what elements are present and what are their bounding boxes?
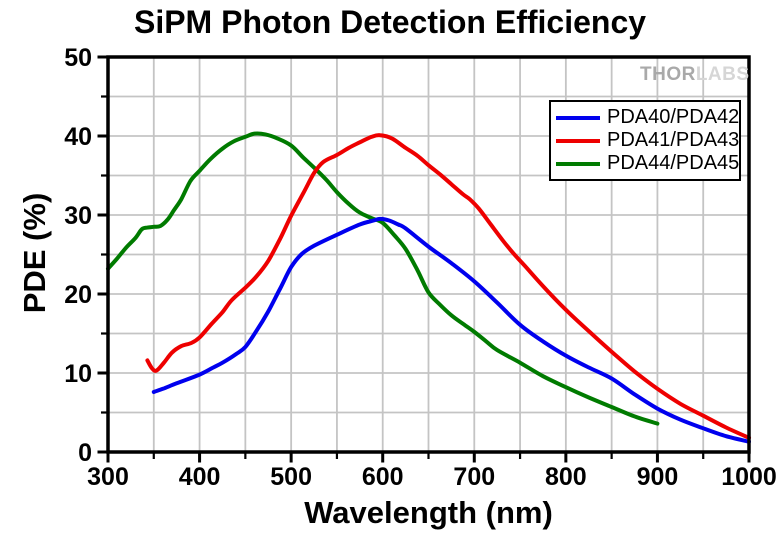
legend-item-pda40-pda42: PDA40/PDA42 [556, 106, 739, 129]
legend-label: PDA41/PDA43 [607, 129, 740, 151]
legend-line-swatch-green [556, 161, 600, 166]
x-tick-label: 1000 [721, 463, 777, 491]
thorlabs-watermark: THORLABS [640, 64, 749, 86]
y-tick-label: 10 [64, 360, 92, 388]
x-tick-label: 700 [453, 463, 495, 491]
plot-frame [106, 55, 751, 454]
chart-title: SiPM Photon Detection Efficiency [133, 4, 647, 40]
x-tick-label: 800 [545, 463, 587, 491]
y-tick-label: 0 [78, 439, 92, 467]
curve-pda44-pda45 [106, 131, 660, 426]
watermark-light-text: LABS [695, 64, 750, 85]
legend-label: PDA44/PDA45 [607, 152, 740, 174]
legend-item-pda44-pda45: PDA44/PDA45 [556, 152, 739, 175]
x-axis-title: Wavelength (nm) [304, 495, 553, 530]
y-tick-label: 20 [64, 281, 92, 309]
y-tick-label: 40 [64, 123, 92, 151]
legend-line-swatch-red [556, 138, 600, 143]
y-axis-title: PDE (%) [17, 192, 52, 314]
x-tick-label: 600 [362, 463, 404, 491]
curve-pda40-pda42 [151, 216, 751, 444]
x-tick-label: 900 [637, 463, 679, 491]
curve-pda41-pda43 [145, 133, 751, 440]
x-tick-label: 300 [87, 463, 129, 491]
y-tick-label: 30 [64, 202, 92, 230]
y-tick-label: 50 [64, 44, 92, 72]
legend-label: PDA40/PDA42 [607, 106, 740, 128]
x-tick-label: 500 [270, 463, 312, 491]
watermark-bold-text: THOR [640, 64, 696, 85]
legend-line-swatch-blue [556, 115, 600, 120]
x-tick-label: 400 [179, 463, 221, 491]
legend-box: PDA40/PDA42 PDA41/PDA43 PDA44/PDA45 [549, 100, 741, 181]
legend-item-pda41-pda43: PDA41/PDA43 [556, 129, 739, 152]
